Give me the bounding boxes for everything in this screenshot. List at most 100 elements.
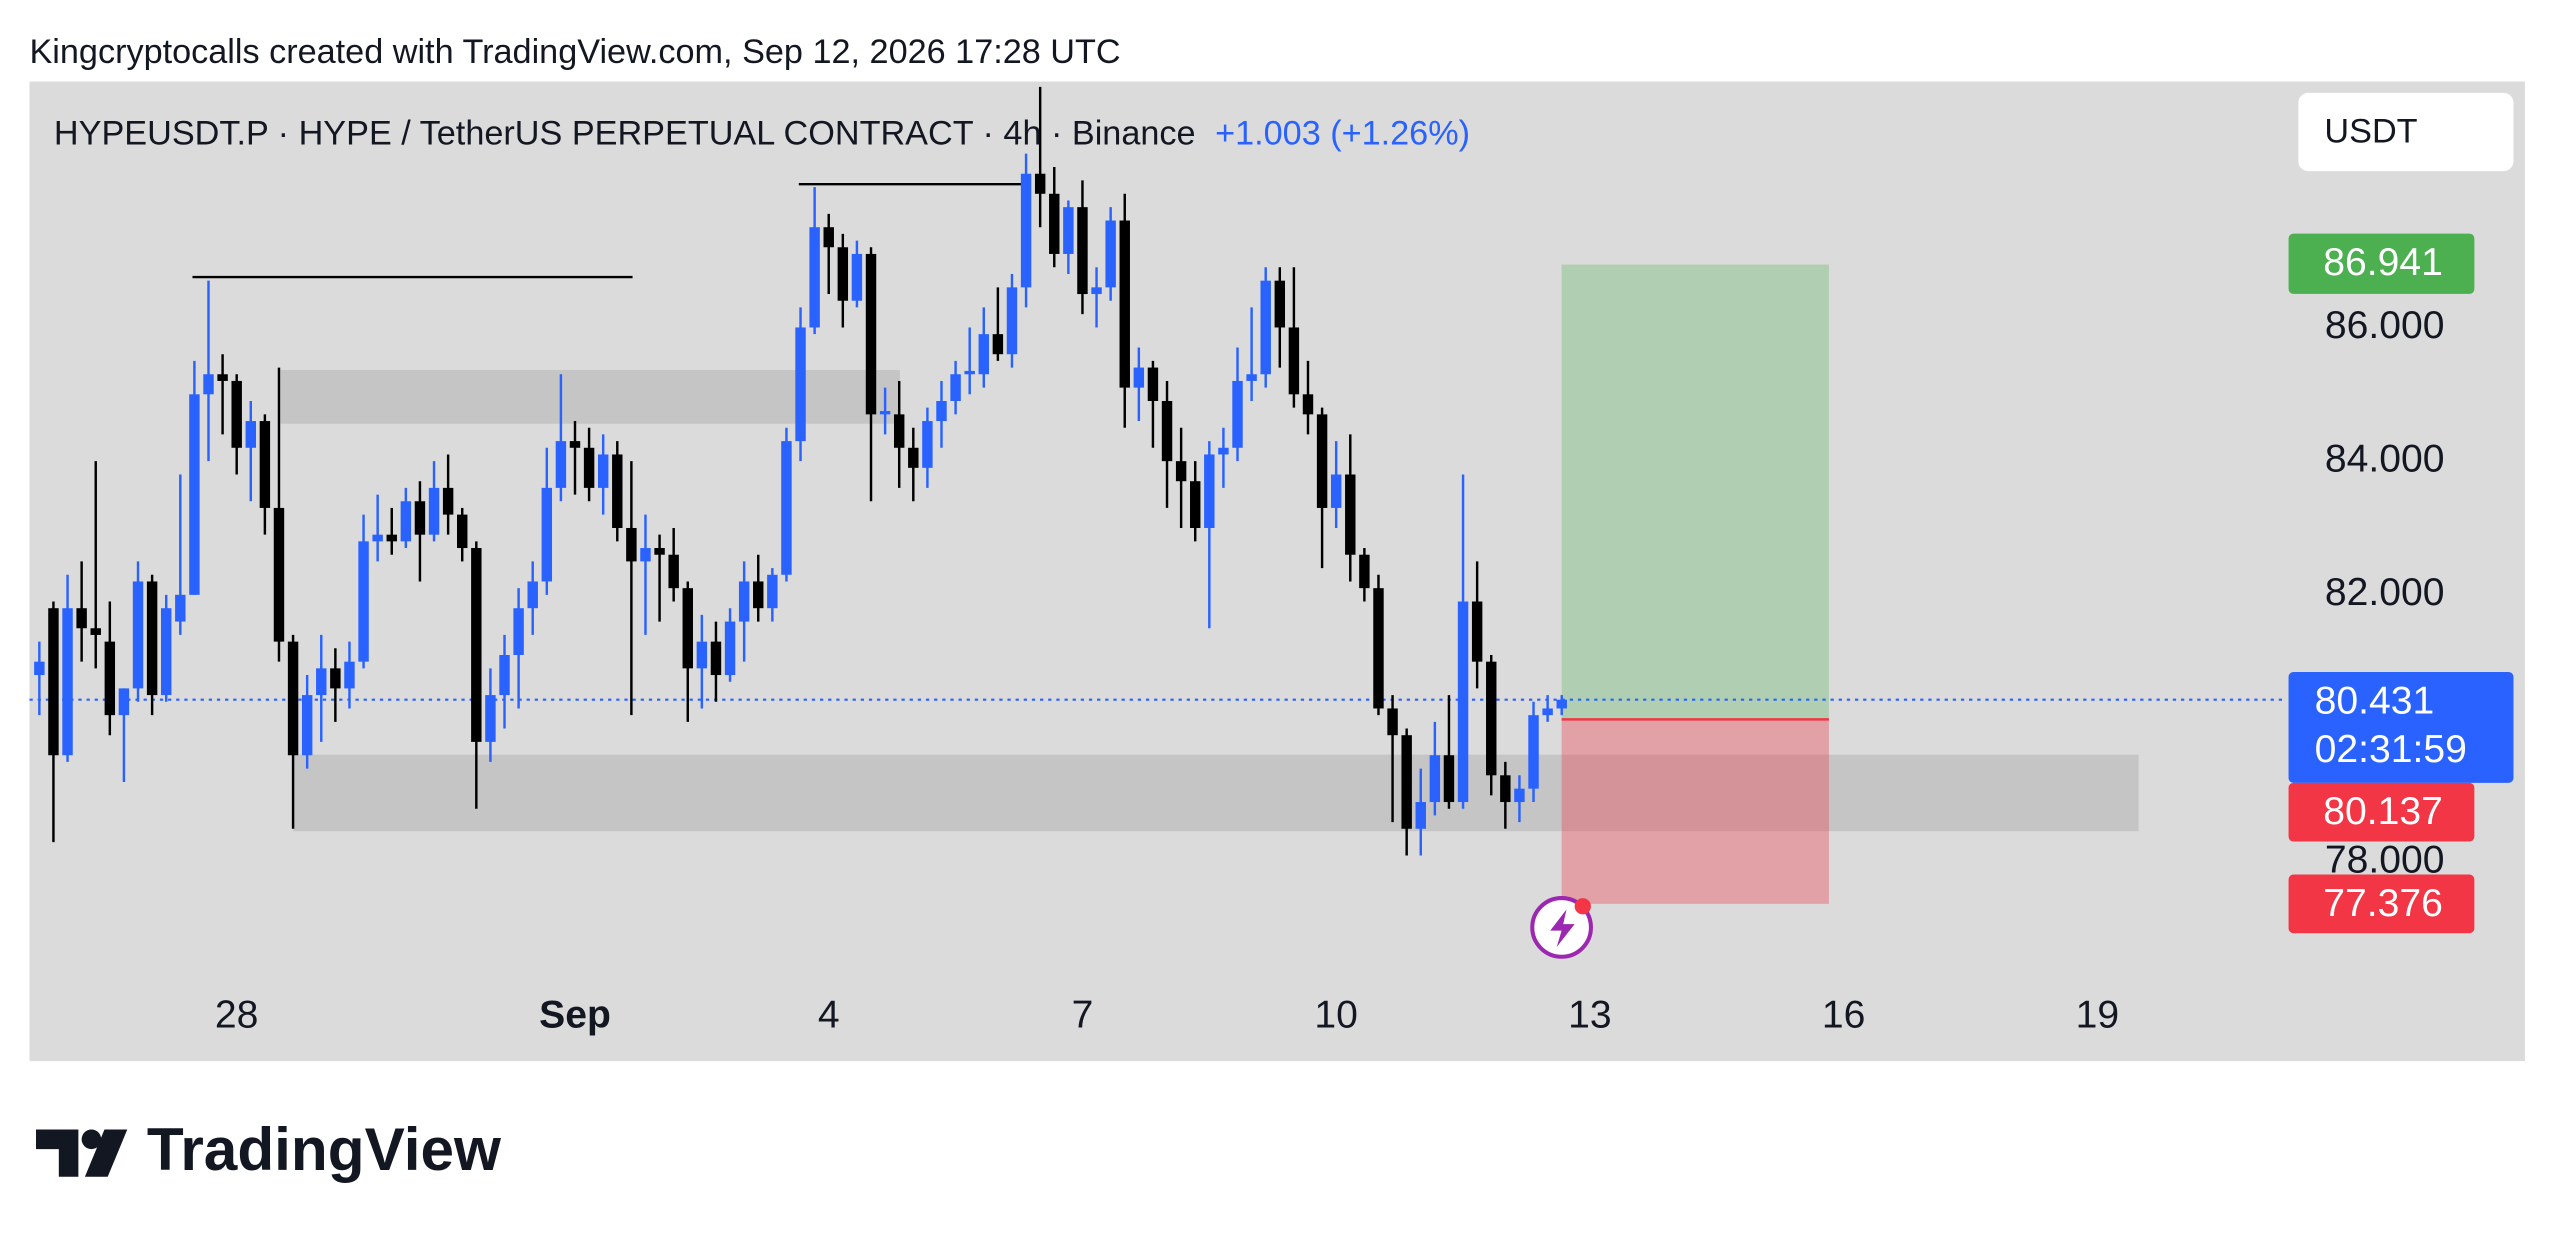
candle-body: [682, 588, 693, 669]
candle-body: [767, 574, 778, 609]
countdown-text: 02:31:59: [2315, 728, 2467, 771]
candle-body: [1063, 207, 1074, 254]
target-zone: [1561, 264, 1829, 720]
candle-body: [865, 253, 877, 415]
candle-body: [1218, 447, 1229, 455]
candle-body: [612, 454, 623, 528]
candle-body: [908, 447, 919, 468]
candle-body: [1401, 735, 1412, 829]
candle-body: [555, 441, 567, 488]
candle-body: [1528, 715, 1539, 789]
y-tick-label: 82.000: [2325, 571, 2445, 614]
candle-body: [104, 641, 116, 716]
candle-body: [922, 421, 933, 468]
candle-body: [724, 621, 736, 676]
candle-body: [738, 581, 750, 622]
candle-body: [485, 695, 496, 742]
candle-body: [1133, 367, 1145, 388]
chart-title: HYPEUSDT.P · HYPE / TetherUS PERPETUAL C…: [54, 114, 1470, 152]
candle-body: [231, 380, 242, 448]
candle-body: [936, 400, 947, 422]
x-tick-label: 28: [215, 993, 259, 1036]
y-tick-label: 84.000: [2325, 437, 2445, 480]
candle-body: [1034, 173, 1046, 194]
candle-body: [1373, 588, 1384, 709]
candle-body: [1443, 755, 1455, 803]
candle-body: [1500, 775, 1511, 803]
candle-body: [668, 554, 679, 589]
symbol: HYPEUSDT.P · HYPE / TetherUS PERPETUAL C…: [54, 114, 1196, 152]
alert-bolt: [1550, 909, 1575, 947]
candle-body: [1471, 601, 1483, 662]
candle-body: [1542, 708, 1553, 716]
candle-body: [1006, 287, 1018, 355]
candle-body: [189, 394, 200, 595]
logo-mark: [36, 1129, 79, 1177]
candle-body: [287, 641, 299, 756]
candle-body: [1387, 708, 1398, 736]
candle-body: [837, 247, 849, 301]
candle-body: [879, 411, 891, 415]
candle-body: [597, 454, 609, 488]
candle-body: [330, 668, 341, 689]
candle-body: [175, 594, 186, 622]
candle-body: [583, 447, 595, 488]
candle-body: [1105, 220, 1116, 288]
candle-body: [1204, 454, 1215, 528]
candle-body: [541, 487, 553, 582]
currency-label[interactable]: USDT: [2324, 113, 2417, 151]
last-price-text: 80.431: [2315, 679, 2435, 722]
logo: TradingView: [36, 1115, 502, 1183]
candle-body: [400, 501, 412, 542]
candle-body: [118, 688, 130, 716]
candle-body: [160, 608, 172, 696]
candle-body: [414, 501, 426, 535]
candle-body: [1302, 394, 1314, 415]
entry-label-text: 80.137: [2323, 790, 2443, 833]
overlay: 78.000 82.000 84.000 86.000 28 Sep 4 7 10 13 16 19 8…: [215, 233, 2514, 1036]
candle-body: [1119, 220, 1130, 388]
candle-body: [1514, 788, 1525, 803]
candle-body: [132, 581, 144, 689]
candle-body: [259, 421, 271, 508]
y-tick-label: 86.000: [2325, 304, 2445, 347]
candle-body: [1556, 699, 1567, 709]
candle-body: [48, 608, 59, 756]
candle-body: [626, 527, 637, 562]
candle-body: [386, 534, 397, 542]
candle-body: [1161, 400, 1173, 462]
candle-body: [1260, 280, 1271, 375]
candle-body: [795, 327, 806, 442]
entry-label: [2288, 782, 2475, 842]
candle-body: [964, 370, 975, 375]
candle-body: [358, 541, 369, 662]
currency-button[interactable]: [2298, 92, 2514, 172]
x-tick-label: 13: [1568, 993, 1612, 1036]
candle-body: [1415, 802, 1426, 829]
candle-body: [753, 581, 764, 609]
target-label: [2288, 233, 2475, 294]
candle-body: [823, 227, 834, 248]
candle-body: [893, 414, 905, 448]
candle-body: [1359, 554, 1370, 589]
logo-mark: [81, 1129, 102, 1150]
candle-body: [1345, 474, 1356, 555]
candle-body: [950, 374, 961, 401]
candle-body: [1077, 207, 1088, 295]
candle-body: [527, 581, 538, 609]
candle-body: [1020, 173, 1032, 288]
logo-mark: [84, 1129, 128, 1177]
stop-zone: [1561, 719, 1829, 904]
candle-body: [1274, 280, 1286, 328]
candle-body: [499, 654, 510, 696]
position-tool: [29, 264, 2283, 904]
candle-body: [992, 334, 1004, 355]
candle-body: [640, 548, 651, 562]
x-tick-label: Sep: [539, 993, 611, 1036]
x-tick-label: 19: [2076, 993, 2120, 1036]
candle-body: [1457, 601, 1469, 803]
stop-label-text: 77.376: [2323, 882, 2443, 925]
candle-body: [1232, 380, 1243, 448]
